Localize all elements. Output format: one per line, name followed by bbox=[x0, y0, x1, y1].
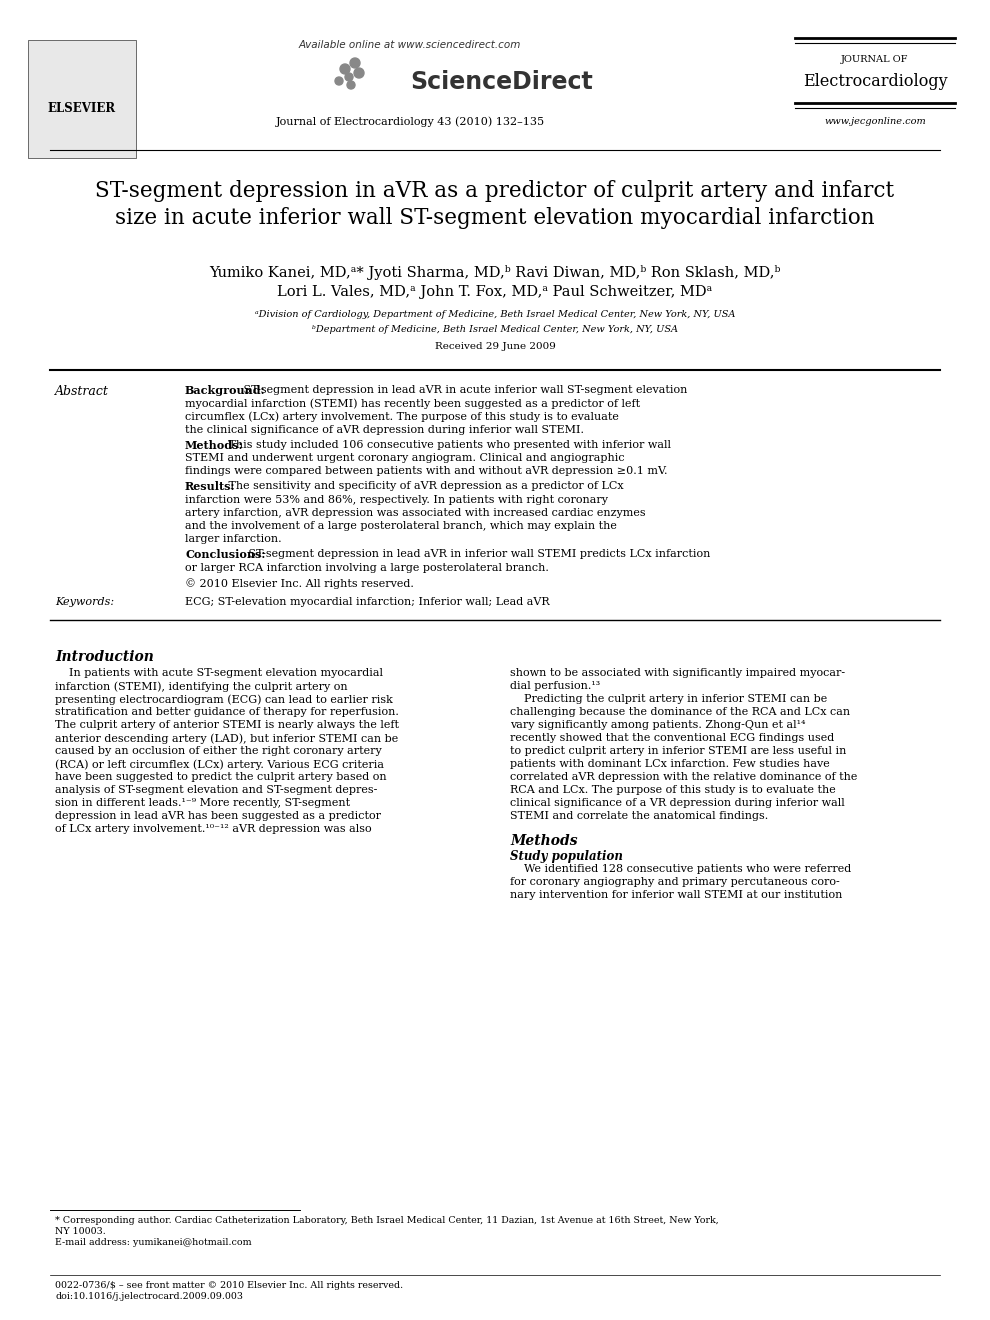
Bar bbox=[28, 40, 136, 158]
Text: Study population: Study population bbox=[510, 850, 623, 863]
Text: This study included 106 consecutive patients who presented with inferior wall: This study included 106 consecutive pati… bbox=[225, 440, 671, 450]
Circle shape bbox=[345, 73, 353, 81]
Text: shown to be associated with significantly impaired myocar-: shown to be associated with significantl… bbox=[510, 668, 845, 678]
Text: the clinical significance of aVR depression during inferior wall STEMI.: the clinical significance of aVR depress… bbox=[185, 425, 584, 434]
Text: larger infarction.: larger infarction. bbox=[185, 535, 281, 544]
Text: www.jecgonline.com: www.jecgonline.com bbox=[824, 117, 926, 127]
Text: patients with dominant LCx infarction. Few studies have: patients with dominant LCx infarction. F… bbox=[510, 759, 830, 770]
Text: depression in lead aVR has been suggested as a predictor: depression in lead aVR has been suggeste… bbox=[55, 812, 381, 821]
Text: In patients with acute ST-segment elevation myocardial: In patients with acute ST-segment elevat… bbox=[55, 668, 383, 678]
Text: to predict culprit artery in inferior STEMI are less useful in: to predict culprit artery in inferior ST… bbox=[510, 746, 846, 756]
Text: E-mail address: yumikanei@hotmail.com: E-mail address: yumikanei@hotmail.com bbox=[55, 1238, 251, 1247]
Text: Methods:: Methods: bbox=[185, 440, 244, 451]
Text: Methods: Methods bbox=[510, 834, 577, 849]
Text: circumflex (LCx) artery involvement. The purpose of this study is to evaluate: circumflex (LCx) artery involvement. The… bbox=[185, 412, 619, 422]
Circle shape bbox=[335, 77, 343, 84]
Text: analysis of ST-segment elevation and ST-segment depres-: analysis of ST-segment elevation and ST-… bbox=[55, 785, 377, 795]
Text: findings were compared between patients with and without aVR depression ≥0.1 mV.: findings were compared between patients … bbox=[185, 466, 667, 477]
Text: ᵃDivision of Cardiology, Department of Medicine, Beth Israel Medical Center, New: ᵃDivision of Cardiology, Department of M… bbox=[254, 310, 736, 319]
Text: Introduction: Introduction bbox=[55, 651, 153, 664]
Text: Received 29 June 2009: Received 29 June 2009 bbox=[435, 342, 555, 351]
Text: Journal of Electrocardiology 43 (2010) 132–135: Journal of Electrocardiology 43 (2010) 1… bbox=[275, 116, 544, 127]
Text: We identified 128 consecutive patients who were referred: We identified 128 consecutive patients w… bbox=[510, 865, 851, 874]
Text: stratification and better guidance of therapy for reperfusion.: stratification and better guidance of th… bbox=[55, 708, 399, 717]
Circle shape bbox=[347, 81, 355, 88]
Text: Conclusions:: Conclusions: bbox=[185, 549, 265, 561]
Text: sion in different leads.¹⁻⁹ More recently, ST-segment: sion in different leads.¹⁻⁹ More recentl… bbox=[55, 799, 350, 808]
Text: doi:10.1016/j.jelectrocard.2009.09.003: doi:10.1016/j.jelectrocard.2009.09.003 bbox=[55, 1292, 243, 1302]
Text: recently showed that the conventional ECG findings used: recently showed that the conventional EC… bbox=[510, 733, 835, 743]
Text: Keywords:: Keywords: bbox=[55, 597, 114, 607]
Text: have been suggested to predict the culprit artery based on: have been suggested to predict the culpr… bbox=[55, 772, 387, 783]
Text: challenging because the dominance of the RCA and LCx can: challenging because the dominance of the… bbox=[510, 708, 850, 717]
Text: artery infarction, aVR depression was associated with increased cardiac enzymes: artery infarction, aVR depression was as… bbox=[185, 508, 645, 517]
Text: myocardial infarction (STEMI) has recently been suggested as a predictor of left: myocardial infarction (STEMI) has recent… bbox=[185, 399, 641, 409]
Text: nary intervention for inferior wall STEMI at our institution: nary intervention for inferior wall STEM… bbox=[510, 890, 842, 900]
Text: for coronary angiography and primary percutaneous coro-: for coronary angiography and primary per… bbox=[510, 878, 840, 887]
Text: ELSEVIER: ELSEVIER bbox=[48, 102, 116, 115]
Text: © 2010 Elsevier Inc. All rights reserved.: © 2010 Elsevier Inc. All rights reserved… bbox=[185, 578, 414, 589]
Text: of LCx artery involvement.¹⁰⁻¹² aVR depression was also: of LCx artery involvement.¹⁰⁻¹² aVR depr… bbox=[55, 824, 371, 834]
Text: or larger RCA infarction involving a large posterolateral branch.: or larger RCA infarction involving a lar… bbox=[185, 562, 548, 573]
Text: ST-segment depression in aVR as a predictor of culprit artery and infarct: ST-segment depression in aVR as a predic… bbox=[95, 180, 895, 202]
Text: Abstract: Abstract bbox=[55, 385, 109, 399]
Text: ST-segment depression in lead aVR in inferior wall STEMI predicts LCx infarction: ST-segment depression in lead aVR in inf… bbox=[245, 549, 711, 560]
Text: vary significantly among patients. Zhong-Qun et al¹⁴: vary significantly among patients. Zhong… bbox=[510, 721, 806, 730]
Text: anterior descending artery (LAD), but inferior STEMI can be: anterior descending artery (LAD), but in… bbox=[55, 733, 398, 743]
Text: Lori L. Vales, MD,ᵃ John T. Fox, MD,ᵃ Paul Schweitzer, MDᵃ: Lori L. Vales, MD,ᵃ John T. Fox, MD,ᵃ Pa… bbox=[277, 285, 713, 300]
Text: Results:: Results: bbox=[185, 482, 236, 492]
Text: ᵇDepartment of Medicine, Beth Israel Medical Center, New York, NY, USA: ᵇDepartment of Medicine, Beth Israel Med… bbox=[312, 325, 678, 334]
Text: dial perfusion.¹³: dial perfusion.¹³ bbox=[510, 681, 600, 692]
Text: JOURNAL OF: JOURNAL OF bbox=[842, 55, 909, 65]
Text: Predicting the culprit artery in inferior STEMI can be: Predicting the culprit artery in inferio… bbox=[510, 694, 828, 704]
Circle shape bbox=[354, 69, 364, 78]
Text: size in acute inferior wall ST-segment elevation myocardial infarction: size in acute inferior wall ST-segment e… bbox=[115, 207, 875, 228]
Text: caused by an occlusion of either the right coronary artery: caused by an occlusion of either the rig… bbox=[55, 746, 382, 756]
Text: clinical significance of a VR depression during inferior wall: clinical significance of a VR depression… bbox=[510, 799, 844, 808]
Circle shape bbox=[340, 63, 350, 74]
Text: * Corresponding author. Cardiac Catheterization Laboratory, Beth Israel Medical : * Corresponding author. Cardiac Catheter… bbox=[55, 1216, 719, 1225]
Text: ECG; ST-elevation myocardial infarction; Inferior wall; Lead aVR: ECG; ST-elevation myocardial infarction;… bbox=[185, 597, 549, 607]
Text: Electrocardiology: Electrocardiology bbox=[803, 74, 947, 91]
Text: The culprit artery of anterior STEMI is nearly always the left: The culprit artery of anterior STEMI is … bbox=[55, 721, 399, 730]
Text: and the involvement of a large posterolateral branch, which may explain the: and the involvement of a large posterola… bbox=[185, 521, 617, 531]
Text: ST-segment depression in lead aVR in acute inferior wall ST-segment elevation: ST-segment depression in lead aVR in acu… bbox=[240, 385, 687, 395]
Text: Background:: Background: bbox=[185, 385, 265, 396]
Text: correlated aVR depression with the relative dominance of the: correlated aVR depression with the relat… bbox=[510, 772, 857, 783]
Text: infarction (STEMI), identifying the culprit artery on: infarction (STEMI), identifying the culp… bbox=[55, 681, 347, 692]
Text: Yumiko Kanei, MD,ᵃ* Jyoti Sharma, MD,ᵇ Ravi Diwan, MD,ᵇ Ron Sklash, MD,ᵇ: Yumiko Kanei, MD,ᵃ* Jyoti Sharma, MD,ᵇ R… bbox=[209, 265, 781, 280]
Text: The sensitivity and specificity of aVR depression as a predictor of LCx: The sensitivity and specificity of aVR d… bbox=[225, 482, 624, 491]
Text: 0022-0736/$ – see front matter © 2010 Elsevier Inc. All rights reserved.: 0022-0736/$ – see front matter © 2010 El… bbox=[55, 1280, 403, 1290]
Text: presenting electrocardiogram (ECG) can lead to earlier risk: presenting electrocardiogram (ECG) can l… bbox=[55, 694, 393, 705]
Text: infarction were 53% and 86%, respectively. In patients with right coronary: infarction were 53% and 86%, respectivel… bbox=[185, 495, 608, 504]
Text: NY 10003.: NY 10003. bbox=[55, 1228, 106, 1236]
Circle shape bbox=[350, 58, 360, 69]
Text: ScienceDirect: ScienceDirect bbox=[410, 70, 593, 94]
Text: STEMI and correlate the anatomical findings.: STEMI and correlate the anatomical findi… bbox=[510, 812, 768, 821]
Text: Available online at www.sciencedirect.com: Available online at www.sciencedirect.co… bbox=[299, 40, 521, 50]
Text: STEMI and underwent urgent coronary angiogram. Clinical and angiographic: STEMI and underwent urgent coronary angi… bbox=[185, 453, 625, 463]
Text: RCA and LCx. The purpose of this study is to evaluate the: RCA and LCx. The purpose of this study i… bbox=[510, 785, 836, 795]
Text: (RCA) or left circumflex (LCx) artery. Various ECG criteria: (RCA) or left circumflex (LCx) artery. V… bbox=[55, 759, 384, 770]
